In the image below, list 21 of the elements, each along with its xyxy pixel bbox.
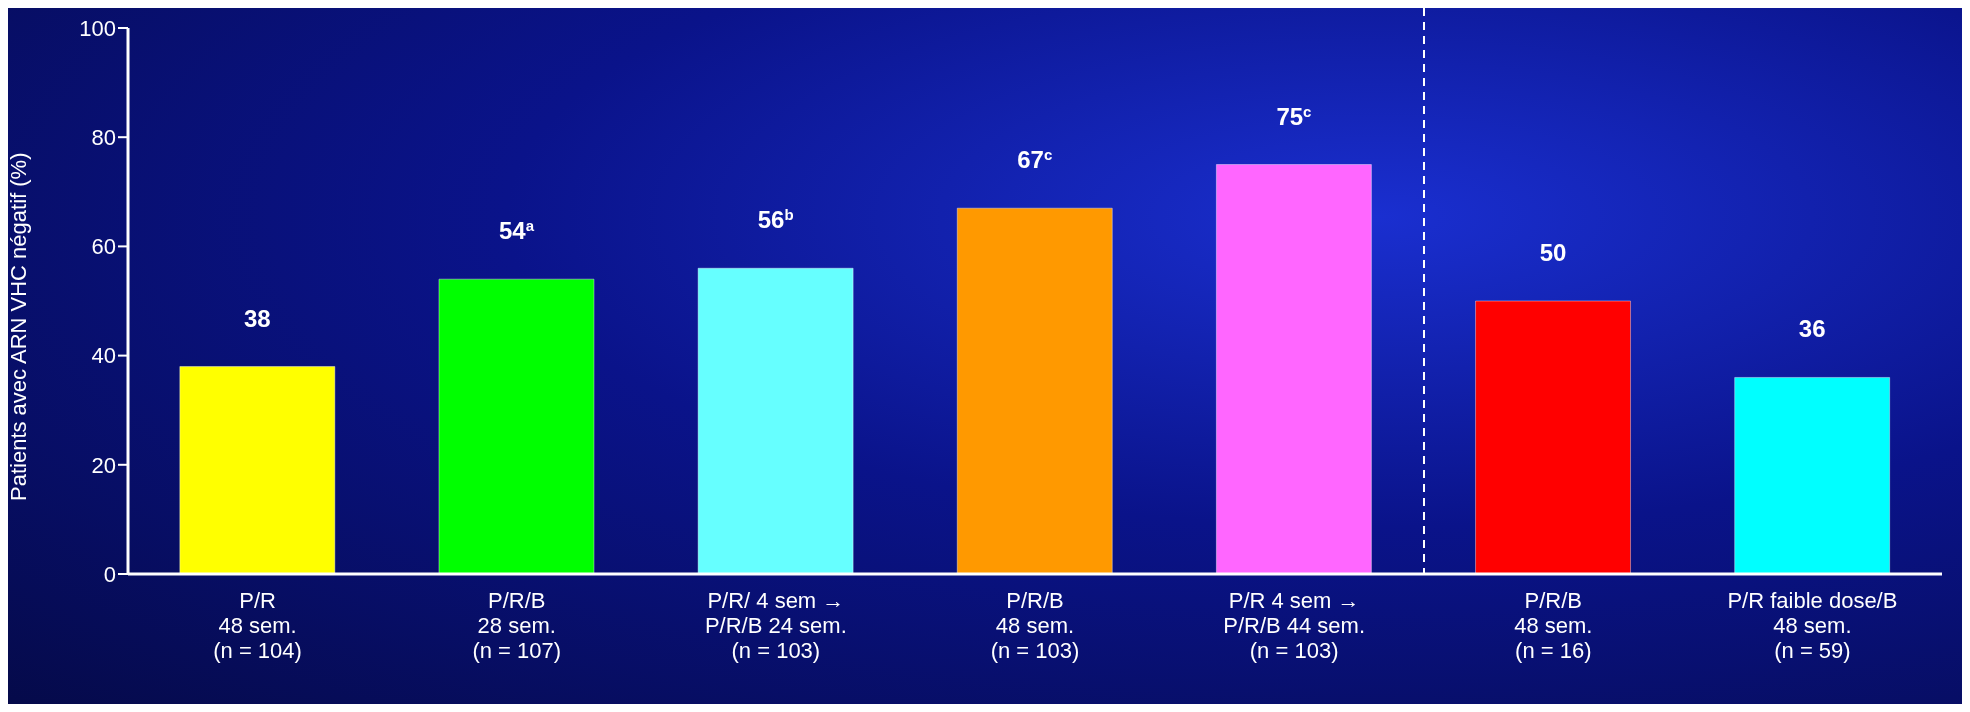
data-label: 67$^{c}$ (1017, 145, 1053, 174)
data-label: 54$^{a}$ (498, 216, 535, 245)
x-tick-label: P/R/B 48 sem. (n = 103) (990, 587, 1080, 664)
y-tick-label: 20 (91, 452, 116, 478)
y-axis-title: Patients avec ARN VHC négatif (%) (5, 152, 31, 501)
y-tick-label: 40 (91, 343, 116, 369)
y-tick-label: 0 (103, 561, 116, 587)
y-tick-label: 100 (79, 15, 116, 41)
y-tick-label: 60 (91, 234, 116, 260)
x-tick-label: P/R/B 28 sem. (n = 107) (472, 587, 562, 664)
x-tick-label: P/R/ 4 sem → P/R/B 24 sem. (n = 103) (704, 587, 847, 664)
x-tick-label: P/R faible dose/B 48 sem. (n = 59) (1727, 587, 1898, 664)
x-tick-label: P/R 4 sem → P/R/B 44 sem. (n = 103) (1223, 587, 1366, 664)
data-label: 36 (1798, 315, 1826, 343)
x-tick-label: P/R 48 sem. (n = 104) (213, 587, 302, 664)
data-label: 56$^{b}$ (757, 205, 794, 234)
x-tick-label: P/R/B 48 sem. (n = 16) (1514, 587, 1593, 664)
data-label: 38 (243, 304, 271, 332)
y-tick-label: 80 (91, 125, 116, 151)
data-label: 75$^{c}$ (1276, 102, 1312, 130)
data-label: 50 (1539, 239, 1567, 266)
